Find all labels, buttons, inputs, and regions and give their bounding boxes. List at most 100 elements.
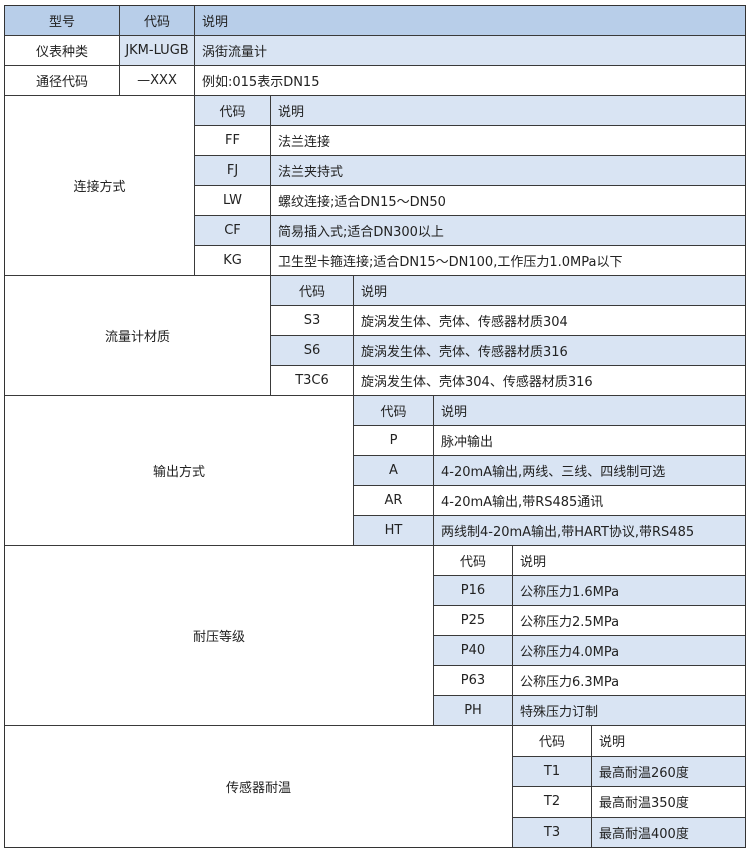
option-description: 旋涡发生体、壳体、传感器材质316 [353, 335, 746, 366]
subheader-desc-text: 说明 [520, 555, 547, 570]
option-description: 螺纹连接;适合DN15～DN50 [270, 185, 746, 216]
subheader-code: 代码 [433, 545, 513, 576]
subheader-code: 代码 [270, 275, 354, 306]
option-description-text: 公称压力2.5MPa [520, 615, 620, 630]
option-code: S6 [270, 335, 354, 366]
top-row-cell-text: JKM-LUGB [125, 43, 189, 58]
subheader-desc-text: 说明 [278, 105, 305, 120]
subheader-desc-text: 说明 [441, 405, 468, 420]
option-code-text: LW [223, 193, 242, 208]
option-code-text: P63 [460, 673, 486, 688]
option-code-text: S6 [303, 343, 321, 358]
subheader-desc: 说明 [591, 725, 746, 757]
option-description-text: 法兰连接 [278, 135, 331, 150]
option-description-text: 4-20mA输出,两线、三线、四线制可选 [441, 465, 666, 480]
option-description-text: 最高耐温260度 [599, 765, 689, 781]
option-description-text: 脉冲输出 [441, 435, 494, 450]
option-code-text: CF [224, 223, 241, 238]
option-description-text: 公称压力6.3MPa [520, 675, 620, 690]
option-code: AR [353, 485, 434, 516]
top-row-cell: —XXX [119, 65, 195, 96]
option-code-text: HT [384, 523, 403, 538]
subheader-desc-text: 说明 [361, 285, 388, 300]
option-description: 公称压力4.0MPa [512, 635, 746, 666]
option-code: T2 [512, 786, 592, 818]
option-description-text: 特殊压力订制 [520, 705, 599, 720]
subheader-code-text: 代码 [298, 285, 325, 300]
option-description: 旋涡发生体、壳体、传感器材质304 [353, 305, 746, 336]
option-code: CF [194, 215, 271, 246]
subheader-code-text: 代码 [459, 555, 486, 570]
option-description-text: 旋涡发生体、壳体304、传感器材质316 [361, 375, 593, 390]
option-code-text: T1 [543, 763, 561, 779]
option-code: T3C6 [270, 365, 354, 396]
option-description: 最高耐温400度 [591, 816, 746, 848]
option-description-text: 最高耐温350度 [599, 796, 689, 812]
option-code: P [353, 425, 434, 456]
option-code-text: T3 [543, 824, 561, 840]
option-code-text: P [389, 433, 398, 448]
top-row-cell: 仪表种类 [4, 35, 120, 66]
option-code-text: P16 [460, 583, 486, 598]
section-label-text: 连接方式 [73, 180, 126, 195]
option-code: P63 [433, 665, 513, 696]
option-description-text: 简易插入式;适合DN300以上 [278, 225, 444, 240]
option-description: 4-20mA输出,带RS485通讯 [433, 485, 746, 516]
subheader-code-text: 代码 [380, 405, 407, 420]
section-label: 连接方式 [4, 95, 195, 276]
option-description-text: 公称压力1.6MPa [520, 585, 620, 600]
option-code: FJ [194, 155, 271, 186]
option-description-text: 卫生型卡箍连接;适合DN15～DN100,工作压力1.0MPa以下 [278, 255, 623, 270]
subheader-desc-text: 说明 [599, 735, 626, 751]
option-code-text: P40 [460, 643, 486, 658]
option-code: FF [194, 125, 271, 156]
option-description: 卫生型卡箍连接;适合DN15～DN100,工作压力1.0MPa以下 [270, 245, 746, 276]
option-code-text: PH [464, 703, 482, 718]
option-code-text: AR [384, 493, 403, 508]
option-description: 最高耐温350度 [591, 786, 746, 818]
option-code: P16 [433, 575, 513, 606]
subheader-code: 代码 [353, 395, 434, 426]
subheader-code: 代码 [512, 725, 592, 757]
subheader-desc: 说明 [270, 95, 746, 126]
header-cell: 型号 [4, 5, 120, 36]
top-row-cell-text: 仪表种类 [35, 45, 88, 60]
subheader-code: 代码 [194, 95, 271, 126]
option-code-text: T3C6 [295, 373, 329, 388]
option-code: P25 [433, 605, 513, 636]
option-description: 公称压力6.3MPa [512, 665, 746, 696]
section-label: 输出方式 [4, 395, 354, 546]
top-row-cell-text: 涡街流量计 [202, 45, 268, 60]
section-label-text: 传感器耐温 [225, 781, 291, 796]
option-description: 法兰连接 [270, 125, 746, 156]
top-row-cell: 通径代码 [4, 65, 120, 96]
option-description: 最高耐温260度 [591, 755, 746, 787]
top-row-cell-text: —XXX [137, 73, 177, 88]
section-label: 传感器耐温 [4, 725, 513, 848]
option-code-text: S3 [303, 313, 321, 328]
top-row-cell-text: 例如:015表示DN15 [202, 75, 320, 90]
top-row-cell: 涡街流量计 [194, 35, 746, 66]
header-cell: 代码 [119, 5, 195, 36]
option-description-text: 螺纹连接;适合DN15～DN50 [278, 195, 446, 210]
section-label: 耐压等级 [4, 545, 434, 726]
option-code: LW [194, 185, 271, 216]
option-code: KG [194, 245, 271, 276]
top-row-cell: JKM-LUGB [119, 35, 195, 66]
option-description: 简易插入式;适合DN300以上 [270, 215, 746, 246]
subheader-code-text: 代码 [538, 735, 565, 751]
option-code: P40 [433, 635, 513, 666]
option-code: PH [433, 695, 513, 726]
option-description: 公称压力1.6MPa [512, 575, 746, 606]
option-code-text: P25 [460, 613, 486, 628]
header-cell: 说明 [194, 5, 746, 36]
header-cell-text: 型号 [48, 15, 75, 30]
option-description-text: 最高耐温400度 [599, 826, 689, 842]
option-code-text: FJ [226, 163, 239, 178]
option-description-text: 两线制4-20mA输出,带HART协议,带RS485 [441, 525, 695, 540]
option-description-text: 4-20mA输出,带RS485通讯 [441, 495, 604, 510]
option-description-text: 法兰夹持式 [278, 165, 344, 180]
option-description-text: 旋涡发生体、壳体、传感器材质304 [361, 315, 568, 330]
option-description: 特殊压力订制 [512, 695, 746, 726]
section-label-text: 耐压等级 [192, 630, 245, 645]
